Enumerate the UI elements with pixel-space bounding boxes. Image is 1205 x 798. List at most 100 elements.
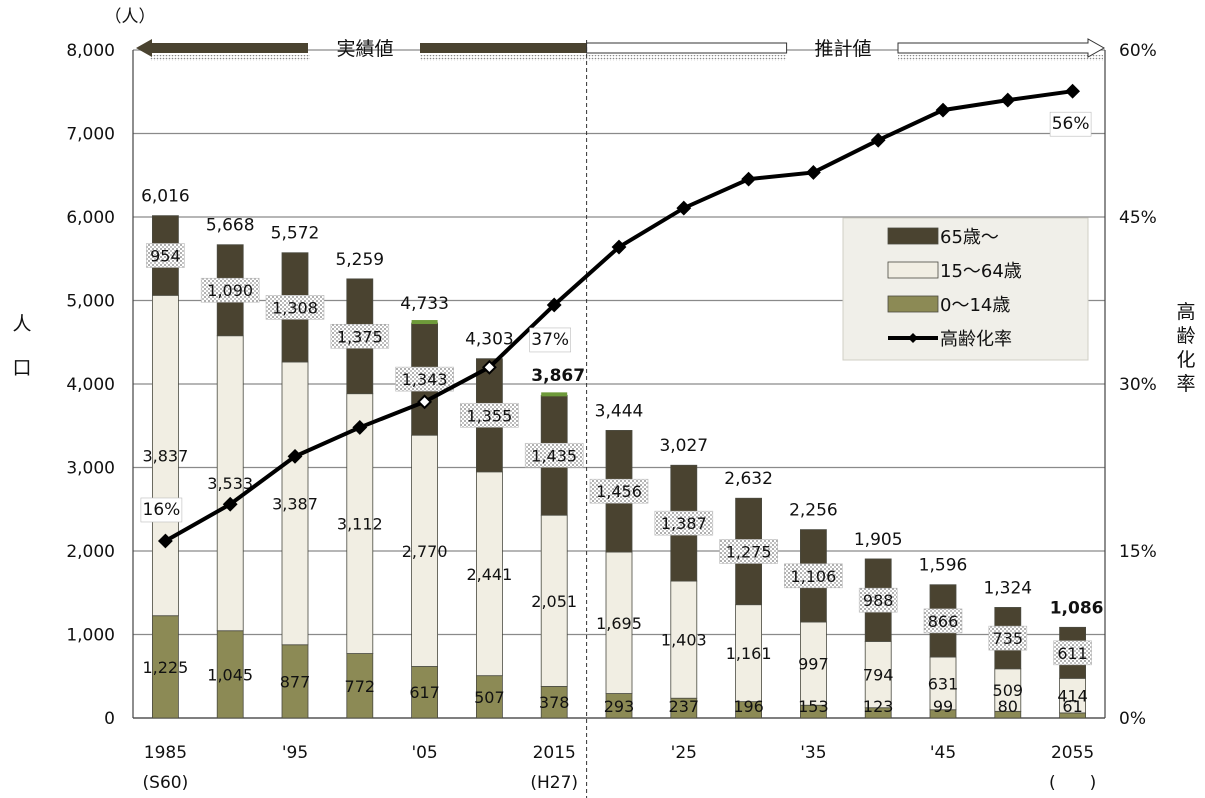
label-box [146, 243, 185, 268]
banner-shadow [420, 55, 587, 61]
label-age-65-plus: 1,275 [726, 542, 772, 561]
total-labels: 6,016 5,668 5,572 5,259 4,733 4,303 3,867 3,444… [141, 187, 1103, 619]
x-tick-sublabel: (S60) [143, 773, 189, 793]
aging-rate-point [287, 448, 303, 464]
label-age-15-64: 1,403 [661, 631, 707, 650]
aging-rate-point [935, 102, 951, 118]
aging-rate-point [805, 165, 821, 180]
label-box [1053, 640, 1092, 666]
period-banners: 実績値 推計値 [136, 38, 1106, 61]
label-age-15-64: 1,695 [596, 614, 642, 633]
label-box [395, 366, 454, 392]
label-age-15-64: 414 [1057, 687, 1088, 706]
bar-segment-age-15-64 [605, 551, 633, 694]
bar-total-label: 5,259 [335, 250, 384, 270]
banner-projected-label: 推計値 [814, 38, 871, 60]
bar-segment-age-0-14 [411, 666, 439, 719]
label-age-65-plus: 1,343 [402, 370, 448, 389]
y-tick-label: 7,000 [66, 125, 115, 145]
label-age-15-64: 1,161 [726, 644, 772, 663]
aging-rate-point [222, 496, 238, 512]
aging-rate-annotation: 56% [1052, 114, 1090, 134]
label-age-0-14: 378 [539, 693, 570, 712]
label-box [524, 442, 584, 468]
label-age-65-plus: 1,355 [466, 406, 512, 425]
label-age-15-64: 509 [993, 681, 1024, 700]
y-tick-label: 3,000 [66, 459, 115, 479]
bar-segment-age-15-64 [540, 514, 568, 687]
label-box [200, 277, 260, 303]
bar-top-cap [541, 392, 568, 397]
legend-swatch [887, 295, 939, 313]
label-box [265, 295, 325, 320]
bar-total-label: 1,086 [1050, 598, 1104, 618]
bar-segment-age-15-64 [151, 294, 179, 617]
projected-bar-left [586, 42, 788, 54]
y2-axis-title-char: 化 [1176, 349, 1195, 371]
projected-arrow-right [897, 38, 1106, 58]
bar-segment-age-0-14 [151, 615, 179, 719]
y-axis-title-char: 口 [12, 357, 31, 379]
y2-axis-title-char: 率 [1176, 373, 1195, 395]
y2-axis-title-char: 齢 [1176, 325, 1195, 347]
y-unit-label: （人） [105, 7, 156, 27]
label-age-15-64: 3,837 [142, 447, 188, 466]
x-tick-label: '35 [800, 743, 826, 763]
y-tick-label: 4,000 [66, 375, 115, 395]
label-age-0-14: 153 [798, 697, 829, 716]
x-tick-label: '25 [671, 743, 697, 763]
aging-rate-annotation-box [529, 327, 572, 353]
label-box [858, 587, 898, 613]
label-box [654, 510, 714, 536]
aging-rate-point [870, 132, 886, 148]
y-axis-title-char: 人 [12, 313, 31, 335]
bar-segment-age-15-64 [475, 471, 503, 677]
label-age-0-14: 196 [733, 697, 764, 716]
y2-tick-label: 30% [1119, 375, 1157, 395]
banner-shadow [150, 55, 310, 61]
label-age-65-plus: 611 [1057, 644, 1088, 663]
actual-bar-right [420, 43, 587, 53]
label-age-0-14: 617 [409, 683, 440, 702]
aging-rate-annotation: 16% [143, 500, 181, 520]
label-age-0-14: 507 [474, 688, 505, 707]
bar-top-cap [411, 320, 438, 325]
bar-total-label: 2,256 [789, 501, 838, 521]
aging-rate-point [481, 359, 497, 375]
label-age-0-14: 123 [863, 697, 894, 716]
bar-total-label: 4,303 [465, 330, 514, 350]
label-box [330, 323, 390, 349]
label-age-0-14: 1,225 [142, 658, 188, 677]
legend-label: 65歳～ [940, 227, 999, 248]
label-age-15-64: 3,112 [337, 515, 383, 534]
x-tick-label: 2015 [533, 743, 576, 763]
bar-total-label: 5,572 [271, 224, 320, 244]
label-age-15-64: 2,770 [402, 542, 448, 561]
label-age-65-plus: 954 [150, 246, 181, 265]
x-tick-sublabel: ( ) [1049, 773, 1096, 793]
bar-total-label: 6,016 [141, 187, 190, 207]
bar-total-label: 2,632 [724, 469, 773, 489]
bar-segment-age-15-64 [994, 668, 1022, 712]
segment-labels: 1,225 3,837 954 1,045 3,533 1,090 877 3,387 1,30… [142, 243, 1092, 716]
banner-shadow [898, 55, 1103, 61]
label-age-0-14: 99 [933, 697, 953, 716]
bar-total-label: 3,027 [659, 436, 708, 456]
x-tick-label: 2055 [1051, 743, 1094, 763]
label-age-65-plus: 1,456 [596, 482, 642, 501]
bar-segment-age-15-64 [281, 361, 309, 646]
aging-rate-point [676, 200, 692, 216]
legend-label: 15～64歳 [940, 261, 1022, 282]
label-age-65-plus: 1,435 [531, 446, 577, 465]
bar-total-label: 1,324 [983, 578, 1032, 598]
y-tick-label: 2,000 [66, 542, 115, 562]
y-tick-label: 8,000 [66, 41, 115, 61]
bar-total-label: 4,733 [400, 294, 449, 314]
x-tick-label: 1985 [144, 743, 187, 763]
aging-rate-point [1000, 92, 1016, 108]
banner-actual-label: 実績値 [336, 38, 393, 60]
bar-total-label: 1,596 [919, 556, 968, 576]
aging-rate-point [1065, 83, 1081, 99]
label-age-65-plus: 1,106 [790, 567, 836, 586]
label-age-0-14: 877 [280, 672, 311, 691]
